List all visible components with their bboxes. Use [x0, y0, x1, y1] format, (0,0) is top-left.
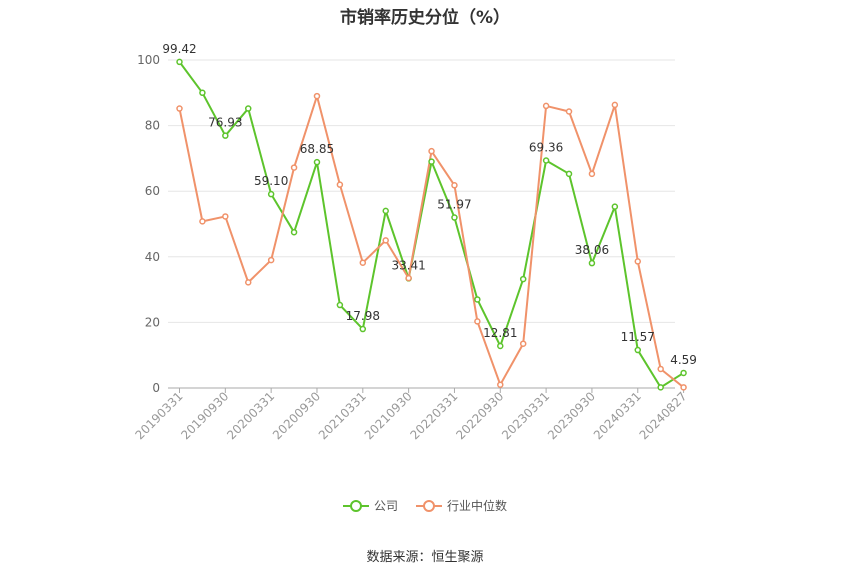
industry-data-point[interactable] — [267, 256, 275, 264]
legend-item-company[interactable]: 公司 — [342, 497, 398, 514]
legend-company-marker — [342, 499, 369, 512]
line-chart: 0 20 40 60 80 100 2019033120190930202003312020… — [133, 42, 697, 442]
industry-series-line — [178, 95, 685, 389]
data-label: 4.59 — [670, 353, 697, 367]
x-tick-label: 20230930 — [545, 389, 598, 442]
x-tick-label: 20210930 — [362, 389, 415, 442]
y-tick-label: 80 — [145, 119, 160, 133]
company-data-point[interactable] — [519, 275, 527, 283]
y-tick-label: 0 — [152, 381, 160, 395]
x-tick-label: 20220331 — [407, 389, 460, 442]
company-data-point[interactable] — [244, 105, 252, 112]
data-label: 76.93 — [208, 116, 242, 130]
industry-data-point[interactable] — [222, 213, 229, 220]
company-data-point[interactable] — [290, 228, 298, 236]
legend-company-label: 公司 — [373, 499, 398, 513]
y-tick-label: 60 — [145, 184, 160, 198]
company-data-point[interactable] — [565, 170, 573, 178]
legend-industry-marker — [416, 499, 442, 512]
company-data-point[interactable] — [657, 384, 664, 391]
data-label: 99.42 — [162, 42, 196, 56]
legend-industry-label: 行业中位数 — [447, 499, 508, 513]
x-tick-label: 20200331 — [224, 389, 277, 442]
gridlines — [168, 59, 675, 323]
company-data-point[interactable] — [222, 132, 229, 139]
industry-data-point[interactable] — [611, 101, 619, 109]
company-data-point[interactable] — [474, 296, 481, 303]
company-data-point[interactable] — [428, 158, 435, 165]
company-data-point[interactable] — [336, 301, 344, 309]
industry-data-point[interactable] — [634, 258, 642, 265]
industry-data-point[interactable] — [428, 147, 435, 155]
company-series-line — [178, 61, 685, 389]
company-data-point[interactable] — [382, 207, 389, 215]
company-data-point[interactable] — [680, 369, 687, 377]
data-label: 68.85 — [300, 142, 334, 156]
company-data-point[interactable] — [588, 259, 596, 267]
data-label: 51.97 — [437, 198, 471, 212]
company-data-point[interactable] — [359, 325, 367, 333]
chart-title: 市销率历史分位（%） — [339, 8, 511, 28]
industry-data-point[interactable] — [657, 365, 664, 373]
company-data-point[interactable] — [199, 89, 206, 97]
industry-data-point[interactable] — [405, 274, 412, 282]
data-label: 59.10 — [254, 174, 288, 188]
x-tick-label: 20240827 — [637, 389, 690, 442]
industry-data-point[interactable] — [290, 164, 298, 171]
industry-data-point[interactable] — [336, 181, 344, 188]
industry-data-point[interactable] — [680, 384, 687, 391]
industry-data-point[interactable] — [382, 237, 389, 244]
x-tick-label: 20190930 — [178, 389, 231, 442]
company-data-point[interactable] — [176, 58, 183, 66]
series — [176, 58, 687, 391]
y-tick-label: 20 — [145, 315, 160, 329]
x-tick-label: 20200930 — [270, 389, 323, 442]
y-tick-label: 40 — [145, 250, 160, 264]
industry-data-point[interactable] — [199, 218, 206, 225]
y-tick-label: 100 — [137, 53, 160, 67]
industry-data-point[interactable] — [497, 381, 504, 388]
company-data-point[interactable] — [542, 157, 550, 164]
data-label: 12.81 — [483, 326, 517, 340]
data-source: 数据来源：恒生聚源 — [366, 550, 484, 565]
industry-data-point[interactable] — [519, 340, 527, 347]
x-tick-label: 20190331 — [133, 389, 186, 442]
x-tick-label: 20240331 — [591, 389, 644, 442]
data-label: 33.41 — [391, 258, 425, 272]
company-data-point[interactable] — [611, 203, 619, 210]
x-tick-label: 20210331 — [316, 389, 369, 442]
industry-data-point[interactable] — [176, 105, 183, 112]
industry-data-point[interactable] — [244, 279, 252, 286]
x-tick-label: 20220930 — [453, 389, 506, 442]
data-label: 17.98 — [346, 309, 380, 323]
industry-data-point[interactable] — [565, 108, 573, 115]
x-tick-label: 20230331 — [499, 389, 552, 442]
company-data-point[interactable] — [634, 346, 642, 354]
industry-data-point[interactable] — [542, 102, 550, 110]
legend-item-industry[interactable]: 行业中位数 — [416, 497, 507, 514]
company-data-point[interactable] — [497, 342, 504, 350]
company-data-point[interactable] — [451, 214, 458, 221]
industry-data-point[interactable] — [313, 92, 321, 100]
company-data-point[interactable] — [267, 190, 275, 198]
data-labels: 99.42 76.93 59.10 68.85 17.98 33.41 51.97 12.81… — [162, 42, 697, 367]
company-data-point[interactable] — [313, 158, 321, 166]
industry-data-point[interactable] — [474, 318, 481, 325]
legend: 公司 行业中位数 — [0, 497, 850, 514]
data-label: 38.06 — [575, 243, 609, 257]
industry-data-point[interactable] — [359, 259, 367, 266]
data-label: 11.57 — [621, 330, 655, 344]
industry-data-point[interactable] — [451, 182, 458, 189]
data-label: 69.36 — [529, 140, 563, 154]
industry-data-point[interactable] — [588, 170, 596, 178]
